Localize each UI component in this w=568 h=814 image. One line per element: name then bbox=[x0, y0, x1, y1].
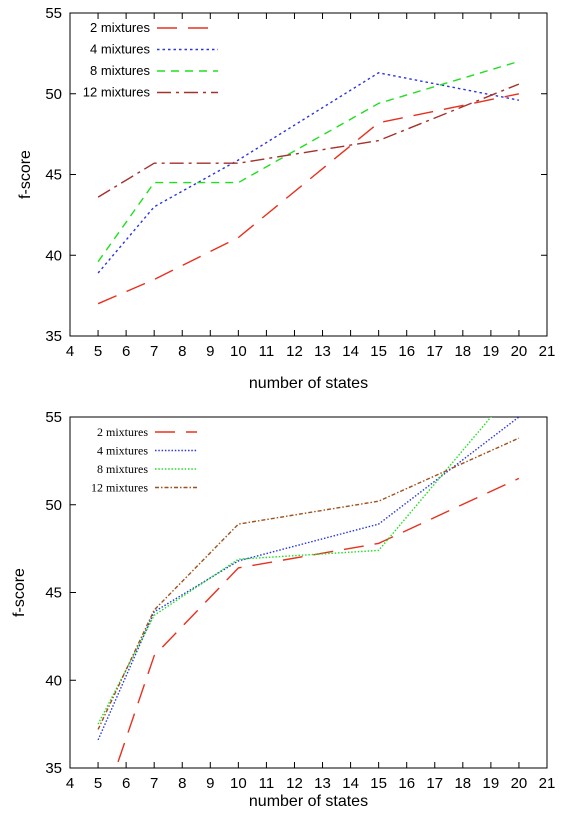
legend-label: 8 mixtures bbox=[90, 63, 150, 78]
y-tick-label: 55 bbox=[45, 409, 62, 426]
legend-label: 2 mixtures bbox=[97, 425, 148, 439]
x-tick-label: 5 bbox=[94, 775, 102, 792]
x-tick-label: 19 bbox=[483, 343, 500, 360]
x-tick-label: 7 bbox=[150, 343, 158, 360]
y-axis-label: f-score bbox=[17, 150, 34, 199]
x-tick-label: 15 bbox=[370, 343, 387, 360]
y-tick-label: 35 bbox=[45, 760, 62, 777]
legend-label: 12 mixtures bbox=[83, 85, 151, 100]
x-tick-label: 10 bbox=[230, 775, 247, 792]
x-tick-label: 11 bbox=[259, 775, 275, 792]
series-line-1 bbox=[97, 93, 520, 305]
x-tick-label: 21 bbox=[539, 343, 556, 360]
y-tick-label: 45 bbox=[45, 167, 62, 184]
x-tick-label: 18 bbox=[454, 775, 471, 792]
series-group bbox=[97, 417, 520, 768]
x-tick-label: 20 bbox=[511, 343, 528, 360]
x-tick-label: 13 bbox=[314, 343, 331, 360]
x-tick-label: 8 bbox=[178, 343, 186, 360]
y-tick-label: 50 bbox=[45, 497, 62, 514]
x-tick-label: 21 bbox=[539, 775, 556, 792]
x-axis-label: number of states bbox=[249, 793, 368, 810]
y-tick-label: 55 bbox=[45, 5, 62, 22]
y-tick-label: 40 bbox=[45, 672, 62, 689]
y-tick-label: 50 bbox=[45, 86, 62, 103]
x-tick-label: 4 bbox=[66, 343, 74, 360]
x-tick-label: 14 bbox=[342, 343, 359, 360]
x-tick-label: 12 bbox=[286, 343, 303, 360]
x-tick-label: 17 bbox=[426, 775, 443, 792]
x-tick-label: 18 bbox=[454, 343, 471, 360]
x-tick-label: 14 bbox=[342, 775, 359, 792]
x-axis-label: number of states bbox=[249, 375, 368, 392]
y-tick-label: 40 bbox=[45, 247, 62, 264]
legend-label: 4 mixtures bbox=[97, 444, 148, 458]
y-tick-label: 45 bbox=[45, 585, 62, 602]
series-line-2 bbox=[97, 72, 520, 274]
x-tick-label: 6 bbox=[122, 343, 130, 360]
series-line-1 bbox=[115, 477, 520, 768]
x-tick-label: 6 bbox=[122, 775, 130, 792]
x-tick-label: 9 bbox=[206, 775, 214, 792]
y-axis-label: f-score bbox=[11, 568, 28, 617]
x-tick-label: 5 bbox=[94, 343, 102, 360]
y-tick-label: 35 bbox=[45, 328, 62, 345]
x-tick-label: 9 bbox=[206, 343, 214, 360]
x-tick-label: 20 bbox=[511, 775, 528, 792]
x-tick-label: 17 bbox=[426, 343, 443, 360]
legend-label: 12 mixtures bbox=[91, 481, 148, 495]
x-tick-label: 19 bbox=[483, 775, 500, 792]
x-tick-label: 15 bbox=[370, 775, 387, 792]
chart-bottom: 4 5 6 7 8 9 10 11 12 13 14 15 16 17 18 19 20 213540455055… bbox=[11, 409, 556, 810]
x-tick-label: 11 bbox=[259, 343, 275, 360]
series-line-3 bbox=[97, 417, 494, 725]
legend-label: 8 mixtures bbox=[97, 462, 148, 476]
x-tick-label: 16 bbox=[398, 775, 415, 792]
series-line-4 bbox=[97, 437, 520, 730]
x-tick-label: 7 bbox=[150, 775, 158, 792]
chart-top: 4 5 6 7 8 9 10 11 12 13 14 15 16 17 18 19 20 213540455055… bbox=[17, 5, 555, 392]
x-tick-label: 8 bbox=[178, 775, 186, 792]
x-tick-label: 12 bbox=[286, 775, 303, 792]
series-group bbox=[97, 60, 520, 305]
x-tick-label: 10 bbox=[230, 343, 247, 360]
x-tick-label: 13 bbox=[314, 775, 331, 792]
x-tick-label: 16 bbox=[398, 343, 415, 360]
series-line-2 bbox=[97, 417, 520, 741]
x-tick-label: 4 bbox=[66, 775, 74, 792]
legend-label: 4 mixtures bbox=[90, 42, 150, 57]
legend-label: 2 mixtures bbox=[90, 20, 150, 35]
